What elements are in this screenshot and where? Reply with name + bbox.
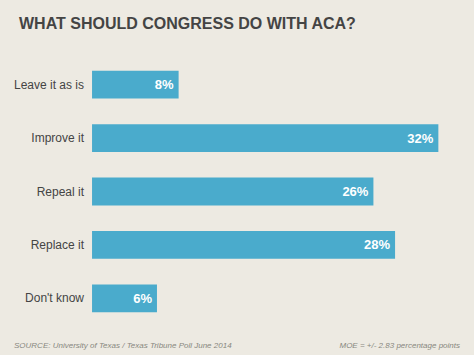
svg-text:Improve it: Improve it (31, 131, 84, 145)
svg-text:28%: 28% (364, 237, 390, 252)
svg-text:Leave it as is: Leave it as is (14, 78, 84, 92)
svg-text:Don't know: Don't know (25, 291, 84, 305)
svg-text:MOE = +/- 2.83 percentage poin: MOE = +/- 2.83 percentage points (339, 341, 460, 350)
svg-text:Replace it: Replace it (31, 238, 85, 252)
svg-text:SOURCE: University of Texas /: SOURCE: University of Texas / Texas Trib… (14, 341, 232, 350)
svg-text:WHAT SHOULD CONGRESS DO WITH A: WHAT SHOULD CONGRESS DO WITH ACA? (19, 15, 356, 32)
svg-text:6%: 6% (133, 291, 152, 306)
svg-text:Repeal it: Repeal it (37, 185, 85, 199)
svg-text:32%: 32% (407, 131, 433, 146)
svg-text:8%: 8% (155, 77, 174, 92)
svg-text:26%: 26% (342, 184, 368, 199)
